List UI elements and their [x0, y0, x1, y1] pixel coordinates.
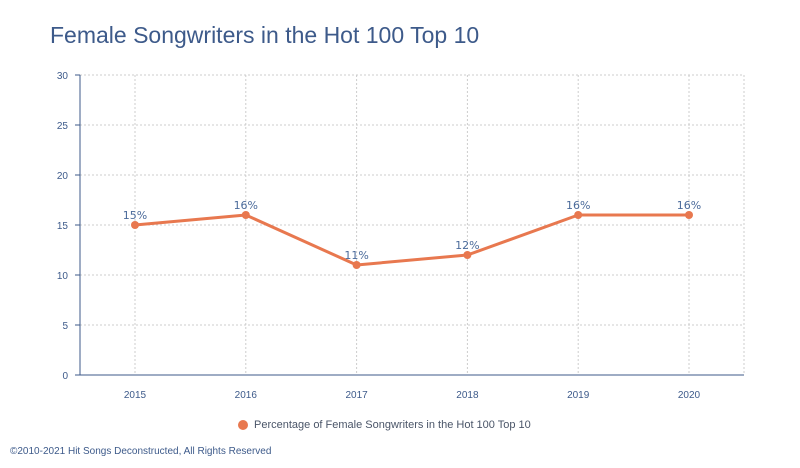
data-label: 11% — [344, 249, 368, 262]
x-tick-label: 2016 — [235, 390, 258, 401]
y-tick-label: 20 — [57, 171, 69, 182]
y-tick-label: 15 — [57, 221, 69, 232]
x-tick-label: 2019 — [567, 390, 590, 401]
data-point[interactable] — [352, 261, 361, 269]
y-axis: 0 5 10 15 20 25 30 — [57, 71, 81, 382]
data-label: 15% — [123, 209, 147, 222]
y-tick-label: 0 — [62, 371, 68, 382]
y-tick-label: 10 — [57, 271, 69, 282]
x-axis: 2015 2016 2017 2018 2019 2020 — [80, 374, 744, 401]
x-tick-label: 2017 — [345, 390, 368, 401]
legend-label: Percentage of Female Songwriters in the … — [254, 419, 531, 431]
data-point[interactable] — [131, 221, 139, 229]
grid-lines — [80, 74, 745, 375]
y-tick-label: 5 — [62, 321, 68, 332]
data-point[interactable] — [685, 211, 693, 219]
legend[interactable]: Percentage of Female Songwriters in the … — [238, 419, 531, 431]
y-tick-label: 30 — [57, 71, 69, 82]
x-tick-label: 2015 — [124, 390, 147, 401]
data-point[interactable] — [463, 251, 472, 259]
x-tick-label: 2020 — [678, 390, 701, 401]
series-line-group: 15% 16% 11% 12% 16% 16% — [123, 199, 701, 269]
data-point[interactable] — [574, 211, 583, 219]
series-line — [133, 213, 691, 267]
x-tick-label: 2018 — [456, 390, 479, 401]
chart-title: Female Songwriters in the Hot 100 Top 10 — [50, 22, 480, 48]
data-label: 12% — [455, 239, 479, 252]
data-point[interactable] — [241, 211, 250, 219]
data-label: 16% — [234, 199, 258, 212]
y-tick-label: 25 — [57, 121, 69, 132]
data-label: 16% — [677, 199, 701, 212]
copyright-text: ©2010-2021 Hit Songs Deconstructed, All … — [10, 446, 272, 457]
data-label: 16% — [566, 199, 590, 212]
legend-marker — [238, 420, 248, 430]
